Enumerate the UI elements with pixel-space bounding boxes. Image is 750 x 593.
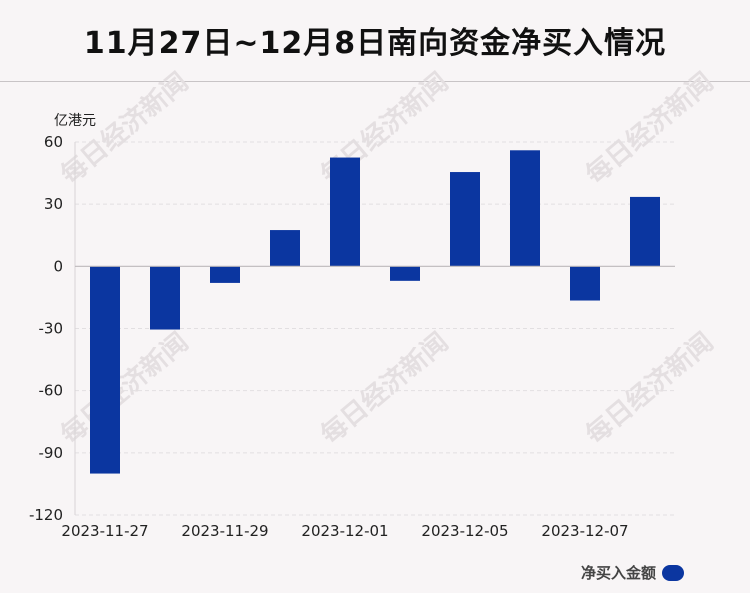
x-tick-label: 2023-12-05 bbox=[421, 522, 508, 540]
watermark-text: 每日经济新闻 bbox=[315, 326, 454, 450]
bar-2023-11-29 bbox=[210, 266, 240, 283]
y-tick-label: -120 bbox=[29, 506, 63, 524]
y-tick-label: -60 bbox=[39, 382, 64, 400]
legend-swatch bbox=[662, 564, 684, 581]
legend: 净买入金额 bbox=[581, 562, 684, 583]
bar-2023-12-06 bbox=[510, 150, 540, 267]
y-tick-label: 60 bbox=[44, 133, 63, 151]
y-axis-label: 亿港元 bbox=[54, 113, 96, 129]
bar-2023-11-27 bbox=[90, 266, 120, 474]
bar-2023-11-30 bbox=[270, 230, 300, 267]
chart-title: 11月27日~12月8日南向资金净买入情况 bbox=[83, 26, 667, 61]
watermark-text: 每日经济新闻 bbox=[55, 326, 194, 450]
bar-2023-12-08 bbox=[630, 196, 660, 267]
x-tick-label: 2023-11-29 bbox=[181, 522, 268, 540]
x-tick-label: 2023-12-07 bbox=[541, 522, 628, 540]
axes: 2023-11-27 2023-11-29 2023-12-01 2023-12-05… bbox=[61, 142, 675, 540]
title-divider bbox=[0, 81, 750, 82]
bar-2023-11-28 bbox=[150, 266, 180, 330]
bar-2023-12-05 bbox=[450, 172, 480, 267]
legend-label: 净买入金额 bbox=[580, 564, 656, 582]
bar-2023-12-07 bbox=[570, 266, 600, 301]
y-tick-label: 30 bbox=[44, 195, 63, 213]
watermark-text: 每日经济新闻 bbox=[580, 66, 719, 190]
grid-lines: 60 30 0 -30 -60 -90 -120 bbox=[29, 133, 675, 524]
y-tick-label: -90 bbox=[39, 444, 64, 462]
bar-2023-12-04 bbox=[390, 266, 420, 281]
y-tick-label: 0 bbox=[53, 257, 63, 275]
x-tick-label: 2023-11-27 bbox=[61, 522, 148, 540]
bar-2023-12-01 bbox=[330, 157, 360, 267]
bars bbox=[90, 150, 660, 474]
y-tick-label: -30 bbox=[39, 320, 64, 338]
x-tick-label: 2023-12-01 bbox=[301, 522, 388, 540]
watermark-text: 每日经济新闻 bbox=[580, 326, 719, 450]
